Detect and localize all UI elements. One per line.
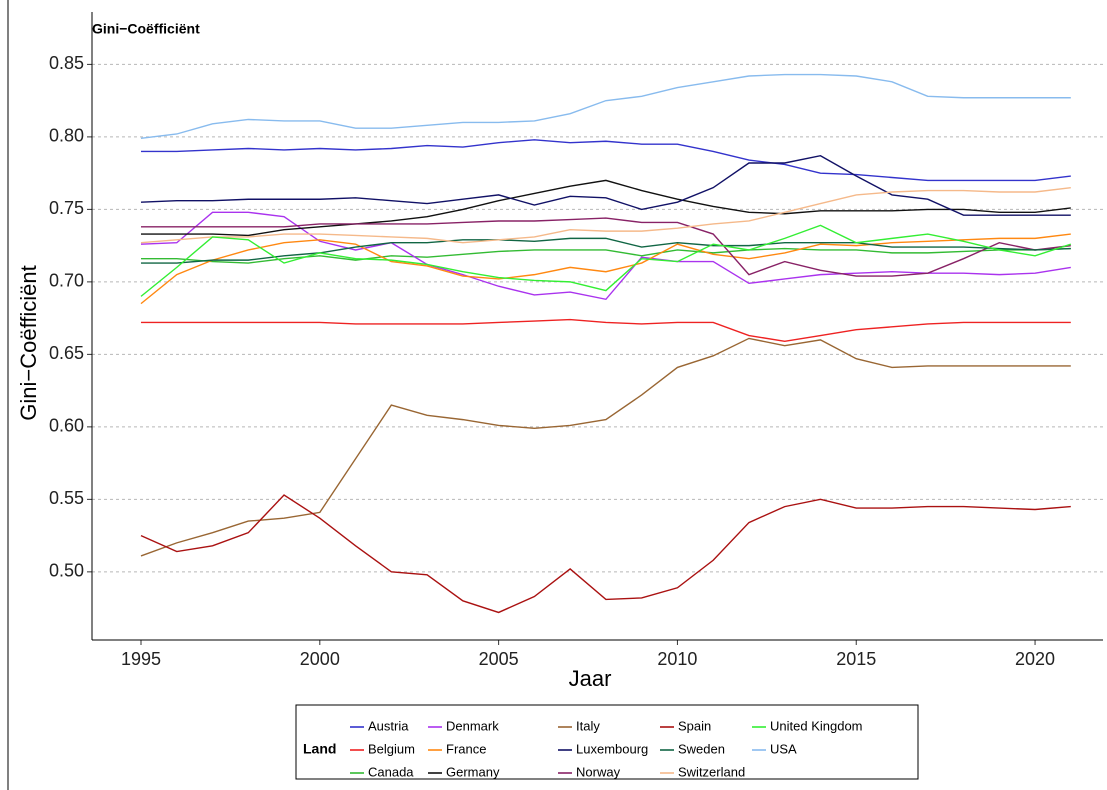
legend-title: Land <box>303 741 336 757</box>
legend-label: Luxembourg <box>576 741 648 756</box>
legend-label: Denmark <box>446 718 499 733</box>
series-line <box>140 224 1072 297</box>
legend-label: United Kingdom <box>770 718 863 733</box>
x-tick-label: 2010 <box>657 649 697 669</box>
y-tick-label: 0.85 <box>49 53 84 73</box>
x-axis-title: Jaar <box>569 666 612 691</box>
legend-label: Norway <box>576 764 621 779</box>
legend-box <box>295 704 919 780</box>
legend-label: Canada <box>368 764 414 779</box>
legend-label: Belgium <box>368 741 415 756</box>
legend-label: Italy <box>576 718 600 733</box>
series-line <box>140 155 1071 216</box>
series-line <box>140 211 1071 301</box>
series-line <box>140 247 1071 264</box>
y-tick-label: 0.60 <box>49 416 84 436</box>
series-line <box>140 139 1071 182</box>
x-tick-label: 2015 <box>836 649 876 669</box>
y-tick-label: 0.50 <box>49 561 84 581</box>
series-line <box>140 73 1071 140</box>
series-line <box>140 318 1071 343</box>
y-tick-label: 0.65 <box>49 343 84 363</box>
legend-label: Austria <box>368 718 409 733</box>
legend-label: Germany <box>446 764 500 779</box>
legend-label: Sweden <box>678 741 725 756</box>
legend-label: USA <box>770 741 797 756</box>
y-axis-title: Gini−Coëfficiënt <box>16 265 41 421</box>
x-tick-label: 2000 <box>300 649 340 669</box>
y-tick-label: 0.75 <box>49 198 84 218</box>
chart-title: Gini−Coëfficiënt <box>92 21 200 37</box>
series-line <box>140 237 1071 264</box>
series-line <box>140 494 1071 614</box>
x-tick-label: 2020 <box>1015 649 1055 669</box>
x-tick-label: 1995 <box>121 649 161 669</box>
legend-label: Spain <box>678 718 711 733</box>
y-tick-label: 0.70 <box>49 271 84 291</box>
y-tick-label: 0.55 <box>49 488 84 508</box>
y-tick-label: 0.80 <box>49 126 84 146</box>
series-line <box>140 337 1071 557</box>
series-line <box>140 186 1071 244</box>
series-line <box>140 179 1071 237</box>
x-tick-label: 2005 <box>479 649 519 669</box>
series-line <box>140 217 1071 277</box>
legend-label: Switzerland <box>678 764 745 779</box>
series-line <box>140 233 1071 305</box>
legend-label: France <box>446 741 486 756</box>
